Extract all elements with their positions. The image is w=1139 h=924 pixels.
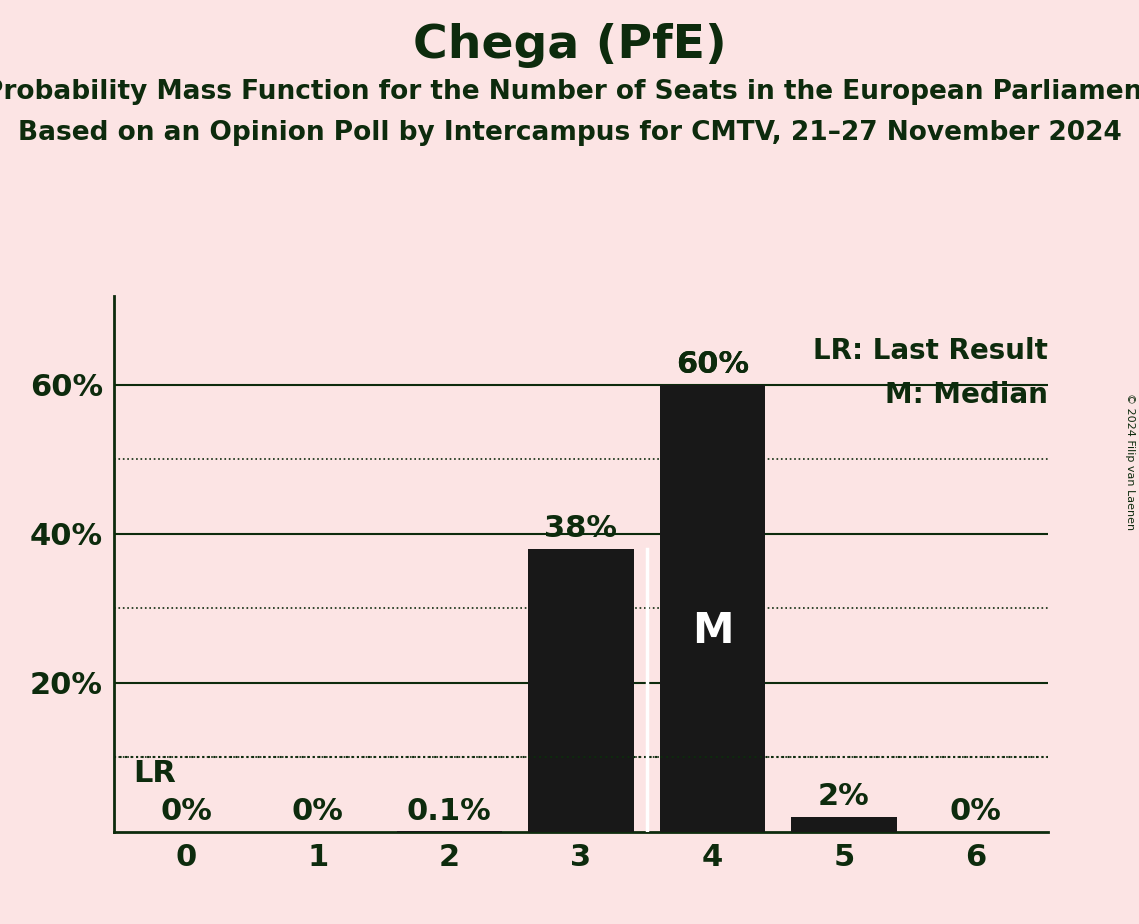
Text: M: Median: M: Median — [885, 382, 1048, 409]
Bar — [659, 385, 765, 832]
Text: 0%: 0% — [161, 796, 212, 826]
Text: Chega (PfE): Chega (PfE) — [412, 23, 727, 68]
Text: 0%: 0% — [292, 796, 344, 826]
Text: 2%: 2% — [818, 782, 870, 810]
Text: M: M — [691, 610, 734, 651]
Text: 38%: 38% — [544, 514, 617, 542]
Bar — [792, 817, 896, 832]
Text: 60%: 60% — [675, 350, 749, 379]
Text: Probability Mass Function for the Number of Seats in the European Parliament: Probability Mass Function for the Number… — [0, 79, 1139, 104]
Text: 0%: 0% — [950, 796, 1001, 826]
Bar — [528, 549, 633, 832]
Text: 60%: 60% — [675, 350, 749, 379]
Text: Based on an Opinion Poll by Intercampus for CMTV, 21–27 November 2024: Based on an Opinion Poll by Intercampus … — [17, 120, 1122, 146]
Text: LR: LR — [133, 760, 177, 788]
Text: © 2024 Filip van Laenen: © 2024 Filip van Laenen — [1125, 394, 1134, 530]
Text: LR: Last Result: LR: Last Result — [813, 336, 1048, 365]
Text: 0.1%: 0.1% — [407, 796, 492, 826]
